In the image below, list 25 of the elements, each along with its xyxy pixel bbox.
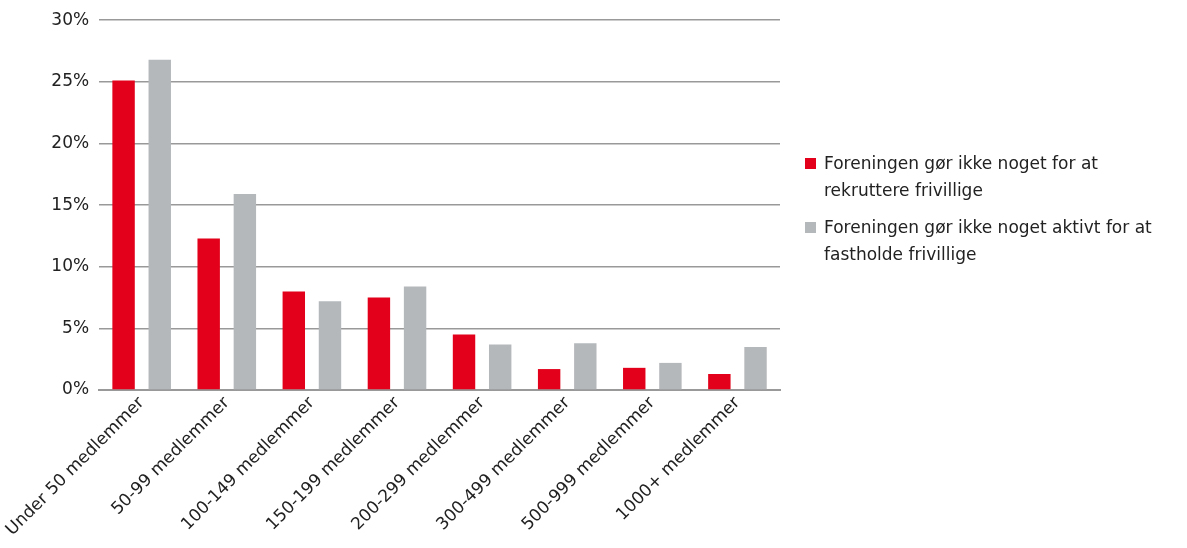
legend-label: Foreningen gør ikke noget aktivt for at fastholde frivillige: [824, 216, 1153, 266]
bar: [197, 238, 220, 390]
legend-label: Foreningen gør ikke noget for at rekruttere frivillige: [824, 152, 1099, 202]
y-tick-label: 10%: [51, 255, 90, 276]
y-tick-label: 30%: [51, 8, 90, 29]
bar: [148, 59, 171, 390]
y-tick-label: 25%: [51, 70, 90, 91]
y-tick-label: 20%: [51, 131, 90, 152]
y-tick-label: 5%: [62, 316, 90, 337]
y-tick-label: 0%: [62, 378, 90, 399]
bar: [367, 297, 391, 390]
y-tick-label: 15%: [51, 193, 90, 214]
bar: [659, 362, 682, 390]
bar: [744, 346, 767, 390]
bar: [708, 374, 731, 390]
bar: [233, 194, 257, 390]
bar: [318, 301, 342, 390]
bar: [488, 344, 512, 390]
bar: [452, 334, 476, 390]
bar: [537, 369, 561, 390]
bar: [403, 286, 427, 390]
bar: [574, 343, 597, 390]
bar: [282, 291, 306, 390]
bar: [112, 80, 135, 390]
bar: [623, 367, 646, 390]
